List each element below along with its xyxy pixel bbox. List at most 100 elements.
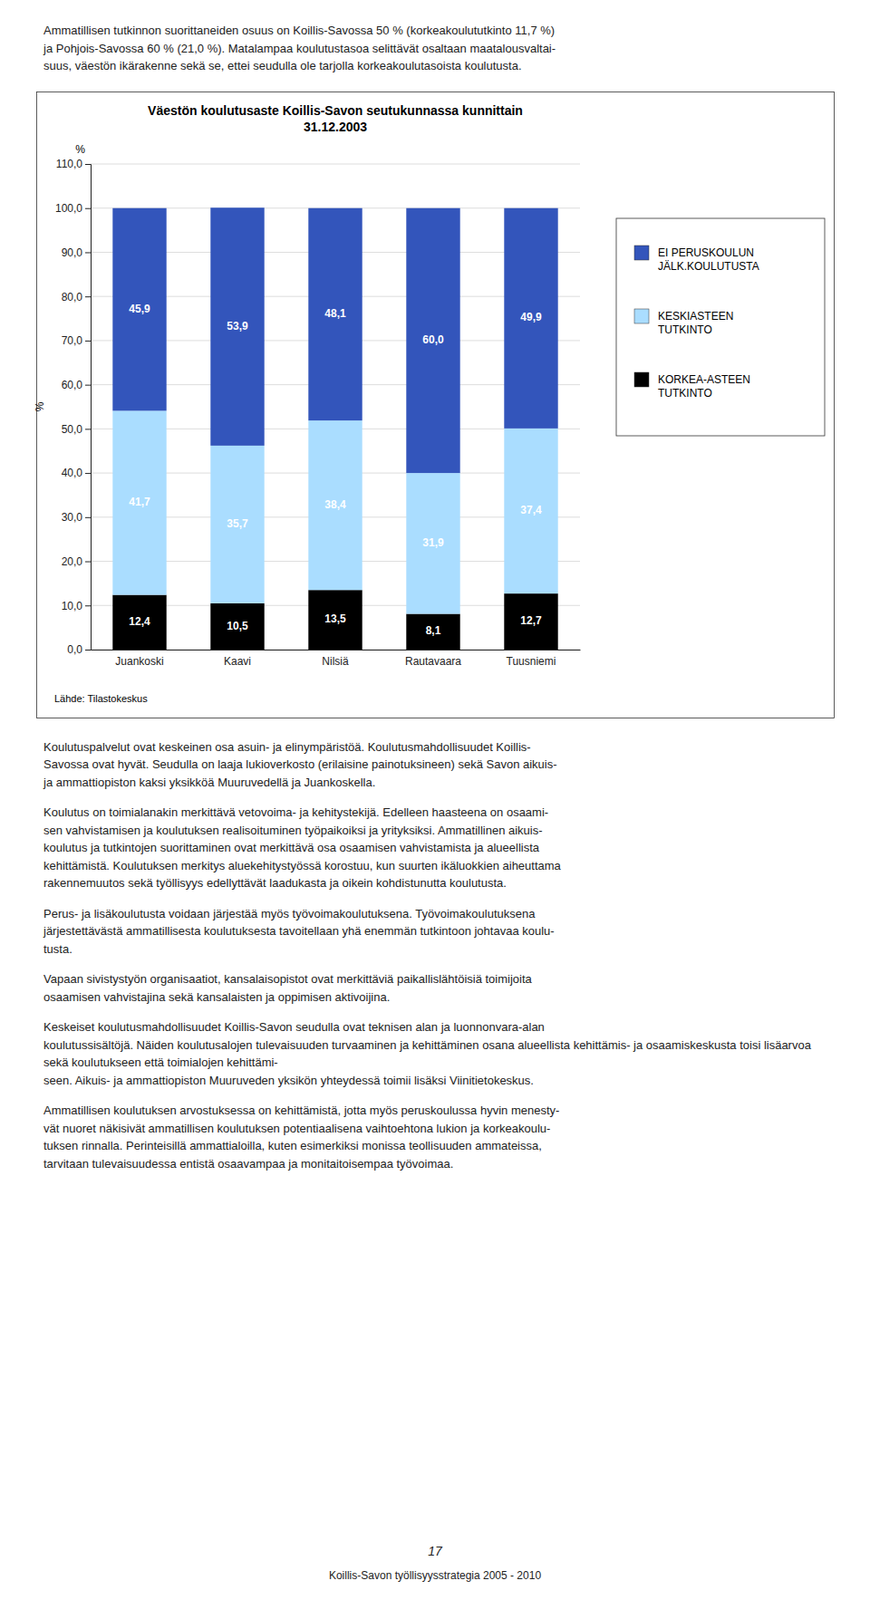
- x-axis-line: [91, 649, 581, 651]
- bar: [503, 207, 558, 428]
- y-tick-label: 90,0: [61, 245, 84, 259]
- bar: [308, 207, 362, 420]
- x-tick-label: Nilsiä: [321, 654, 349, 667]
- paragraph: Keskeiset koulutusmahdollisuudet Koillis…: [43, 1018, 827, 1090]
- x-tick: Nilsiä: [321, 654, 349, 667]
- footer: Koillis-Savon työllisyysstrategia 2005 -…: [0, 1569, 870, 1583]
- data-label: 41,7: [128, 495, 151, 509]
- y-tick-mark: [85, 339, 91, 341]
- y-tick: 100,0: [55, 202, 91, 215]
- y-tick-label: 40,0: [61, 466, 84, 480]
- y-tick: 40,0: [61, 466, 91, 480]
- legend-label: KORKEA-ASTEENTUTKINTO: [657, 373, 751, 400]
- series: [112, 207, 558, 474]
- paragraph: Ammatillisen tutkinnon suorittaneiden os…: [43, 21, 827, 76]
- plot: 12,410,513,58,112,741,735,738,431,937,44…: [55, 157, 581, 667]
- paragraph: Vapaan sivistystyön organisaatiot, kansa…: [43, 970, 827, 1006]
- y-tick: 10,0: [61, 599, 91, 612]
- source: Lähde: Tilastokeskus: [54, 693, 148, 705]
- data-label: 48,1: [324, 307, 347, 320]
- y-tick-label: 80,0: [61, 290, 84, 303]
- x-axis: JuankoskiKaaviNilsiäRautavaaraTuusniemi: [91, 649, 581, 667]
- bar: [308, 420, 362, 590]
- y-tick-mark: [85, 251, 91, 253]
- y-tick-label: 70,0: [61, 334, 84, 348]
- paragraph: Ammatillisen koulutuksen arvostuksessa o…: [43, 1102, 827, 1173]
- paragraph: Koulutuspalvelut ovat keskeinen osa asui…: [43, 738, 827, 793]
- y-tick-label: 100,0: [55, 202, 83, 215]
- bar: [503, 593, 558, 650]
- legend-item: KESKIASTEENTUTKINTO: [634, 309, 734, 337]
- y-tick-label: 10,0: [61, 599, 84, 612]
- series: [112, 410, 558, 614]
- y-tick: 20,0: [61, 554, 91, 568]
- chart-title: Väestön koulutusaste Koillis-Savon seutu…: [147, 103, 523, 135]
- legend-swatch: [634, 309, 649, 324]
- y-tick-label: 20,0: [61, 554, 84, 568]
- y-tick-mark: [85, 473, 91, 474]
- x-tick-label: Rautavaara: [405, 654, 462, 667]
- bar: [406, 207, 460, 473]
- y-tick-mark: [85, 516, 91, 518]
- y-tick-label: 50,0: [61, 422, 84, 435]
- data-label: 12,4: [128, 614, 151, 628]
- y-tick-mark: [85, 649, 91, 651]
- legend: EI PERUSKOULUNJÄLK.KOULUTUSTA KESKIASTEEN…: [616, 218, 825, 436]
- y-tick-label: 0,0: [67, 643, 83, 657]
- y-tick-mark: [85, 207, 91, 209]
- y-tick: 110,0: [56, 157, 91, 171]
- y-tick-label: 60,0: [61, 377, 84, 391]
- bar: [112, 207, 166, 411]
- legend-item: EI PERUSKOULUNJÄLK.KOULUTUSTA: [634, 245, 760, 273]
- bar: [112, 410, 166, 595]
- data-label: 13,5: [324, 612, 347, 626]
- y-axis-line: [85, 164, 92, 650]
- data-label: 45,9: [128, 301, 151, 315]
- y-tick-mark: [85, 164, 91, 165]
- data-label: 38,4: [324, 497, 347, 511]
- x-tick: Rautavaara: [405, 654, 462, 667]
- grid-line: [90, 163, 580, 165]
- page: Ammatillisen tutkinnon suorittaneiden os…: [0, 0, 870, 1173]
- x-tick-label: Juankoski: [115, 654, 164, 667]
- bar: [503, 427, 558, 593]
- y-tick-label: 30,0: [61, 511, 84, 524]
- y-tick: 60,0: [61, 377, 91, 391]
- bar: [406, 473, 460, 614]
- data-label: 49,9: [520, 310, 542, 324]
- x-tick-label: Kaavi: [223, 654, 252, 667]
- legend-item: KORKEA-ASTEENTUTKINTO: [634, 372, 751, 400]
- y-axis-title: %: [33, 401, 47, 412]
- y-tick-mark: [85, 296, 91, 298]
- legend-swatch: [634, 372, 649, 387]
- chart: 12,410,513,58,112,741,735,738,431,937,44…: [0, 87, 870, 723]
- bar: [308, 589, 362, 650]
- y-axis: 0,0 10,0 20,0 30,0 40,0 50,0 60,0 70,0 80,0 90,0 1…: [55, 157, 92, 657]
- data-label: 31,9: [422, 535, 445, 549]
- y-tick-mark: [85, 384, 91, 386]
- page-number: 17: [0, 1544, 870, 1559]
- y-tick: 30,0: [61, 511, 91, 524]
- x-tick: Kaavi: [223, 654, 252, 667]
- y-tick-mark: [85, 605, 91, 607]
- data-label: 12,7: [520, 614, 542, 628]
- bar: [210, 444, 264, 603]
- bar: [112, 594, 166, 649]
- data-label: 37,4: [520, 503, 542, 517]
- legend-label: EI PERUSKOULUNJÄLK.KOULUTUSTA: [657, 246, 760, 273]
- y-tick: 50,0: [61, 422, 91, 435]
- legend-label: KESKIASTEENTUTKINTO: [657, 309, 734, 337]
- legend-swatch: [634, 245, 649, 261]
- chart-frame: [37, 91, 835, 718]
- y-tick: 90,0: [61, 245, 91, 259]
- data-label: 53,9: [226, 319, 249, 332]
- data-label: 35,7: [226, 517, 249, 531]
- data-label: 10,5: [226, 618, 249, 632]
- x-tick: Juankoski: [115, 654, 164, 667]
- series: [112, 589, 558, 650]
- bar: [210, 602, 264, 649]
- y-tick: 70,0: [61, 334, 91, 348]
- y-tick-mark: [85, 560, 91, 562]
- y-tick: 80,0: [61, 290, 91, 303]
- bars: [112, 207, 558, 650]
